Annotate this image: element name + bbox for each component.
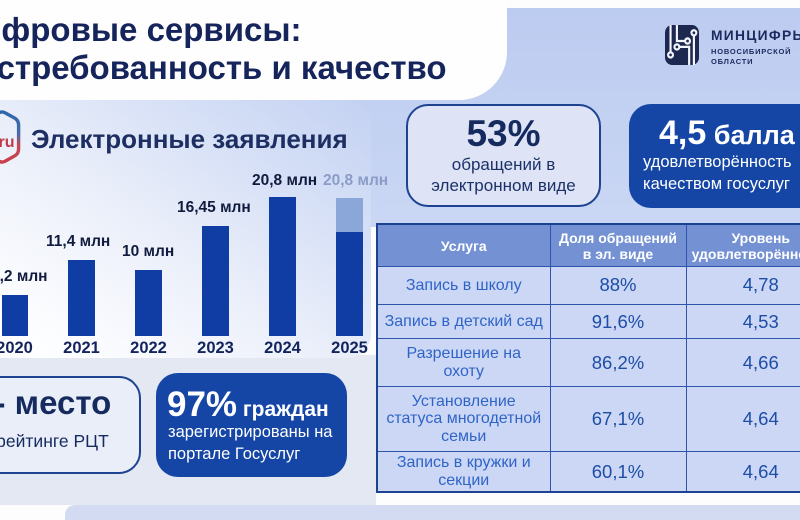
svg-text:ru: ru — [0, 134, 15, 151]
